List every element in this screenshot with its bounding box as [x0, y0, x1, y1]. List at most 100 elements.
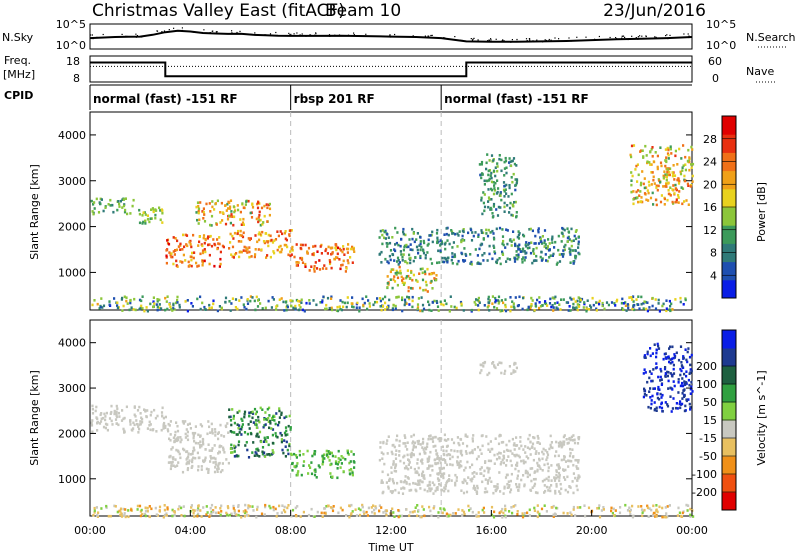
- range-cell: [421, 474, 424, 477]
- range-cell: [442, 452, 445, 456]
- range-cell: [509, 296, 512, 299]
- range-cell: [188, 240, 191, 244]
- range-cell: [202, 459, 205, 462]
- range-cell: [328, 259, 331, 262]
- range-cell: [473, 448, 476, 451]
- range-cell: [687, 378, 690, 382]
- noise-search-point: [91, 34, 93, 36]
- range-cell: [392, 463, 395, 466]
- range-cell: [690, 145, 693, 149]
- range-cell: [410, 454, 413, 458]
- range-cell: [243, 415, 246, 419]
- range-cell: [115, 410, 118, 414]
- range-cell: [399, 459, 402, 463]
- range-cell: [498, 226, 502, 230]
- range-cell: [180, 506, 183, 510]
- range-cell: [494, 485, 497, 488]
- range-cell: [409, 243, 412, 246]
- range-cell: [490, 176, 493, 180]
- range-cell: [175, 448, 178, 452]
- range-cell: [388, 254, 391, 258]
- range-cell: [224, 222, 228, 226]
- range-cell: [510, 372, 513, 375]
- range-cell: [564, 468, 567, 472]
- range-cell: [664, 352, 667, 355]
- range-cell: [479, 448, 482, 452]
- range-cell: [677, 391, 680, 394]
- range-cell: [518, 447, 521, 450]
- range-cell: [460, 251, 463, 255]
- range-cell: [423, 488, 426, 492]
- range-cell: [290, 253, 293, 256]
- range-cell: [687, 347, 690, 350]
- range-cell: [171, 309, 174, 312]
- range-cell: [553, 246, 556, 249]
- range-cell: [679, 345, 683, 348]
- range-cell: [496, 486, 499, 490]
- range-cell: [577, 305, 581, 308]
- range-cell: [256, 305, 260, 308]
- range-cell: [442, 474, 445, 477]
- range-cell: [538, 442, 541, 445]
- noise-search-point: [470, 40, 472, 43]
- range-cell: [440, 302, 443, 306]
- range-cell: [498, 157, 501, 161]
- range-cell: [314, 468, 317, 471]
- noise-sky-line: [89, 29, 693, 43]
- range-cell: [679, 384, 682, 388]
- range-cell: [140, 299, 143, 303]
- range-cell: [450, 305, 453, 308]
- range-cell: [538, 301, 541, 304]
- range-cell: [502, 454, 505, 458]
- range-cell: [495, 208, 498, 211]
- range-cell: [387, 261, 390, 265]
- range-cell: [497, 442, 501, 446]
- range-cell: [656, 510, 659, 514]
- range-cell: [436, 228, 439, 232]
- range-cell: [508, 186, 511, 190]
- range-cell: [477, 308, 480, 312]
- range-cell: [149, 423, 152, 426]
- range-cell: [116, 304, 119, 307]
- range-cell: [343, 301, 346, 305]
- noise-search-point: [598, 35, 600, 38]
- range-cell: [503, 174, 506, 177]
- range-cell: [487, 468, 490, 472]
- range-cell: [150, 507, 153, 511]
- range-cell: [351, 473, 354, 477]
- range-cell: [249, 420, 252, 423]
- range-cell: [313, 270, 316, 273]
- range-cell: [335, 248, 338, 252]
- range-cell: [412, 232, 415, 235]
- range-cell: [373, 512, 376, 515]
- range-cell: [627, 306, 630, 310]
- range-cell: [212, 461, 215, 464]
- range-cell: [203, 259, 206, 263]
- range-cell: [555, 476, 558, 480]
- range-cell: [509, 160, 512, 163]
- range-cell: [545, 485, 549, 489]
- range-cell: [480, 452, 483, 455]
- range-cell: [186, 467, 190, 470]
- range-cell: [233, 231, 237, 235]
- range-cell: [330, 306, 333, 310]
- range-cell: [212, 510, 215, 514]
- range-cell: [493, 453, 496, 457]
- range-cell: [279, 244, 282, 248]
- range-cell: [442, 303, 445, 307]
- range-cell: [208, 202, 211, 205]
- range-cell: [459, 450, 462, 453]
- range-cell: [540, 250, 543, 254]
- range-cell: [393, 259, 396, 262]
- noise-search-point: [214, 32, 216, 34]
- range-cell: [657, 184, 660, 188]
- range-cell: [284, 426, 288, 429]
- range-cell: [541, 242, 544, 245]
- range-cell: [197, 264, 200, 268]
- range-cell: [341, 263, 344, 267]
- range-cell: [480, 229, 483, 232]
- range-cell: [632, 202, 635, 206]
- range-cell: [346, 449, 349, 453]
- range-cell: [394, 464, 397, 468]
- range-cell: [121, 309, 124, 312]
